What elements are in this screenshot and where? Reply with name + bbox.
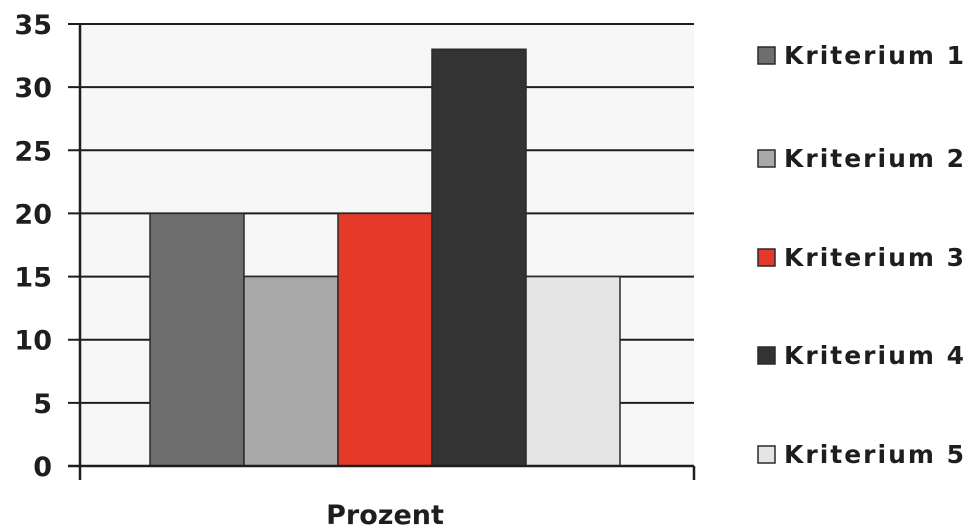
bar-kriterium-4 — [431, 48, 527, 467]
legend-label-1: Kriterium 1 — [784, 41, 966, 70]
y-tick-label-15: 15 — [14, 263, 52, 294]
bar-kriterium-2 — [243, 275, 339, 467]
x-axis-label: Prozent — [326, 500, 444, 528]
y-tick-label-5: 5 — [33, 389, 52, 420]
legend-label-4: Kriterium 4 — [784, 341, 966, 370]
legend-swatch-1 — [757, 46, 776, 65]
y-tick-label-0: 0 — [33, 452, 52, 483]
axes — [68, 24, 696, 480]
legend-swatch-2 — [757, 149, 776, 168]
y-tick-label-10: 10 — [14, 326, 52, 357]
legend-swatch-4 — [757, 346, 776, 365]
y-tick-label-30: 30 — [14, 73, 52, 104]
legend-swatch-5 — [757, 445, 776, 464]
bar-kriterium-1 — [149, 212, 245, 467]
legend-label-3: Kriterium 3 — [784, 243, 966, 272]
y-tick-label-35: 35 — [14, 10, 52, 41]
bar-kriterium-3 — [337, 212, 433, 467]
y-tick-label-25: 25 — [14, 136, 52, 167]
y-tick-labels: 0 5 10 15 20 25 30 35 — [14, 10, 52, 483]
legend: Kriterium 1 Kriterium 2 Kriterium 3 Kriteri… — [757, 41, 966, 469]
legend-swatch-3 — [757, 248, 776, 267]
legend-label-5: Kriterium 5 — [784, 440, 966, 469]
legend-label-2: Kriterium 2 — [784, 144, 966, 173]
bar-kriterium-5 — [525, 275, 621, 467]
y-tick-label-20: 20 — [14, 199, 52, 230]
